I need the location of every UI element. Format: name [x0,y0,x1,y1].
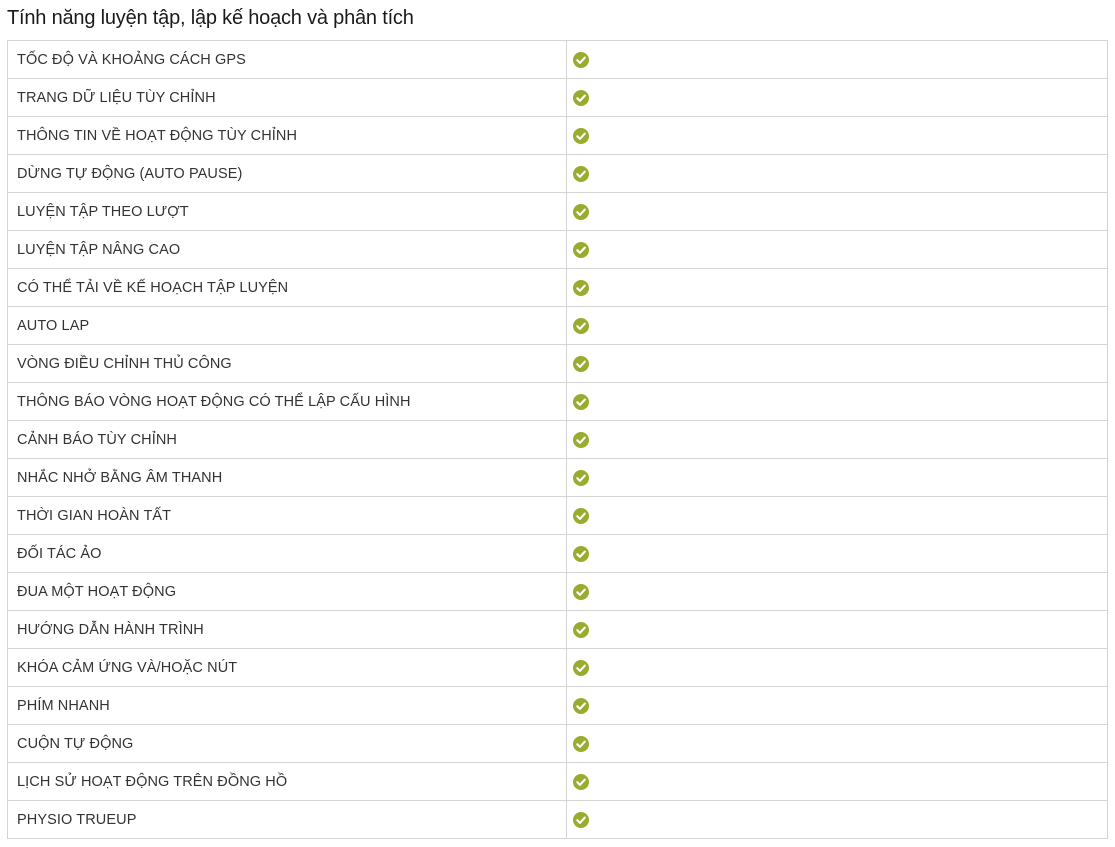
table-row: ĐỐI TÁC ẢO [7,534,1108,573]
check-circle-icon [573,697,589,714]
feature-label: THÔNG TIN VỀ HOẠT ĐỘNG TÙY CHỈNH [7,116,567,155]
check-circle-icon [573,165,589,182]
table-row: HƯỚNG DẪN HÀNH TRÌNH [7,610,1108,649]
feature-support-cell [566,762,1108,801]
feature-support-cell [566,344,1108,383]
check-circle-icon [573,469,589,486]
check-circle-icon [573,393,589,410]
check-circle-icon [573,127,589,144]
feature-support-cell [566,686,1108,725]
feature-support-cell [566,40,1108,79]
table-row: PHÍM NHANH [7,686,1108,725]
feature-support-cell [566,572,1108,611]
feature-support-cell [566,724,1108,763]
feature-label: PHYSIO TRUEUP [7,800,567,839]
table-row: LUYỆN TẬP THEO LƯỢT [7,192,1108,231]
feature-label: THÔNG BÁO VÒNG HOẠT ĐỘNG CÓ THỂ LẬP CẤU … [7,382,567,421]
feature-support-cell [566,230,1108,269]
table-row: THÔNG BÁO VÒNG HOẠT ĐỘNG CÓ THỂ LẬP CẤU … [7,382,1108,421]
feature-support-cell [566,420,1108,459]
feature-support-cell [566,116,1108,155]
features-table: TỐC ĐỘ VÀ KHOẢNG CÁCH GPS TRANG DỮ LIỆU T… [7,40,1108,839]
table-row: AUTO LAP [7,306,1108,345]
check-circle-icon [573,583,589,600]
feature-label: KHÓA CẢM ỨNG VÀ/HOẶC NÚT [7,648,567,687]
check-circle-icon [573,811,589,828]
feature-label: TRANG DỮ LIỆU TÙY CHỈNH [7,78,567,117]
feature-label: CUỘN TỰ ĐỘNG [7,724,567,763]
table-row: ĐUA MỘT HOẠT ĐỘNG [7,572,1108,611]
table-row: THÔNG TIN VỀ HOẠT ĐỘNG TÙY CHỈNH [7,116,1108,155]
table-row: DỪNG TỰ ĐỘNG (AUTO PAUSE) [7,154,1108,193]
feature-support-cell [566,192,1108,231]
table-row: CẢNH BÁO TÙY CHỈNH [7,420,1108,459]
feature-support-cell [566,268,1108,307]
feature-label: LỊCH SỬ HOẠT ĐỘNG TRÊN ĐỒNG HỒ [7,762,567,801]
features-table-container: TỐC ĐỘ VÀ KHOẢNG CÁCH GPS TRANG DỮ LIỆU T… [7,40,1108,839]
feature-label: ĐỐI TÁC ẢO [7,534,567,573]
feature-support-cell [566,306,1108,345]
check-circle-icon [573,317,589,334]
feature-label: LUYỆN TẬP NÂNG CAO [7,230,567,269]
features-table-body: TỐC ĐỘ VÀ KHOẢNG CÁCH GPS TRANG DỮ LIỆU T… [7,40,1108,839]
table-row: PHYSIO TRUEUP [7,800,1108,839]
table-row: LỊCH SỬ HOẠT ĐỘNG TRÊN ĐỒNG HỒ [7,762,1108,801]
check-circle-icon [573,89,589,106]
feature-support-cell [566,154,1108,193]
feature-support-cell [566,382,1108,421]
feature-label: DỪNG TỰ ĐỘNG (AUTO PAUSE) [7,154,567,193]
table-row: THỜI GIAN HOÀN TẤT [7,496,1108,535]
feature-label: CÓ THỂ TẢI VỀ KẾ HOẠCH TẬP LUYỆN [7,268,567,307]
feature-support-cell [566,458,1108,497]
table-row: TRANG DỮ LIỆU TÙY CHỈNH [7,78,1108,117]
check-circle-icon [573,431,589,448]
feature-support-cell [566,648,1108,687]
feature-support-cell [566,800,1108,839]
feature-label: HƯỚNG DẪN HÀNH TRÌNH [7,610,567,649]
table-row: NHẮC NHỞ BẰNG ÂM THANH [7,458,1108,497]
check-circle-icon [573,355,589,372]
check-circle-icon [573,51,589,68]
table-row: LUYỆN TẬP NÂNG CAO [7,230,1108,269]
feature-label: LUYỆN TẬP THEO LƯỢT [7,192,567,231]
feature-label: VÒNG ĐIỀU CHỈNH THỦ CÔNG [7,344,567,383]
check-circle-icon [573,241,589,258]
feature-label: PHÍM NHANH [7,686,567,725]
table-row: CÓ THỂ TẢI VỀ KẾ HOẠCH TẬP LUYỆN [7,268,1108,307]
table-row: KHÓA CẢM ỨNG VÀ/HOẶC NÚT [7,648,1108,687]
check-circle-icon [573,659,589,676]
feature-label: THỜI GIAN HOÀN TẤT [7,496,567,535]
check-circle-icon [573,507,589,524]
check-circle-icon [573,203,589,220]
feature-support-cell [566,610,1108,649]
check-circle-icon [573,279,589,296]
feature-label: AUTO LAP [7,306,567,345]
table-row: VÒNG ĐIỀU CHỈNH THỦ CÔNG [7,344,1108,383]
table-row: CUỘN TỰ ĐỘNG [7,724,1108,763]
feature-label: CẢNH BÁO TÙY CHỈNH [7,420,567,459]
check-circle-icon [573,621,589,638]
feature-label: TỐC ĐỘ VÀ KHOẢNG CÁCH GPS [7,40,567,79]
check-circle-icon [573,773,589,790]
feature-label: NHẮC NHỞ BẰNG ÂM THANH [7,458,567,497]
feature-label: ĐUA MỘT HOẠT ĐỘNG [7,572,567,611]
feature-support-cell [566,496,1108,535]
check-circle-icon [573,545,589,562]
feature-support-cell [566,534,1108,573]
section-title: Tính năng luyện tập, lập kế hoạch và phâ… [7,7,414,29]
check-circle-icon [573,735,589,752]
table-row: TỐC ĐỘ VÀ KHOẢNG CÁCH GPS [7,40,1108,79]
feature-support-cell [566,78,1108,117]
